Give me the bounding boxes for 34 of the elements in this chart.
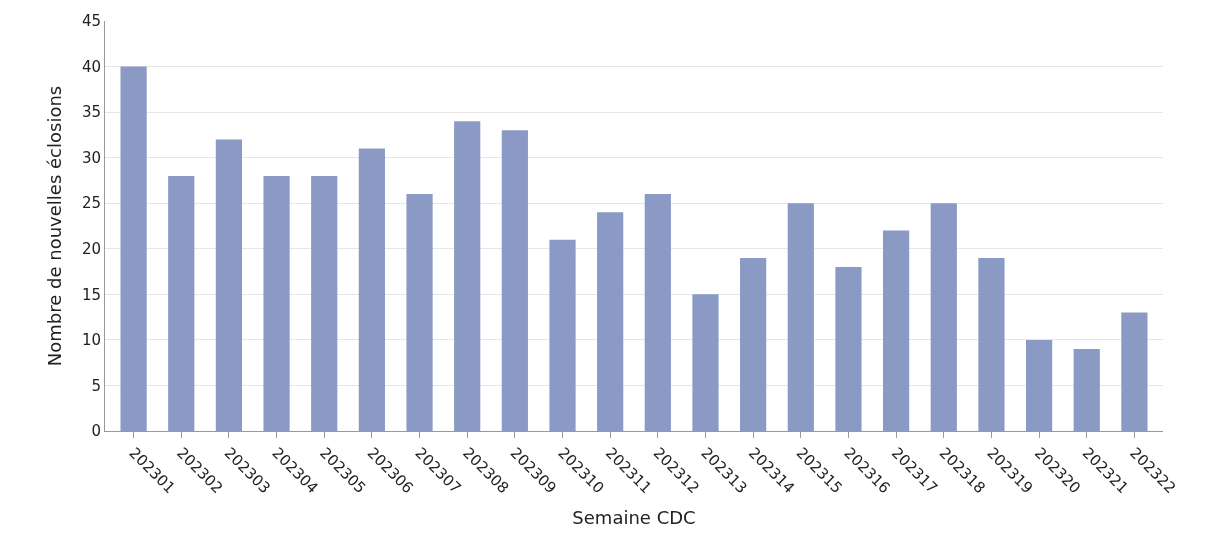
y-tick-label: 5 <box>91 376 101 395</box>
bar <box>835 267 862 431</box>
bar <box>215 139 243 431</box>
y-tick-label: 40 <box>81 57 101 76</box>
bar <box>549 239 576 431</box>
bar <box>1121 312 1148 431</box>
bar <box>644 194 671 431</box>
bar <box>883 230 910 431</box>
bar <box>740 257 767 431</box>
bar <box>120 66 147 431</box>
bar <box>263 175 290 431</box>
y-tick-label: 10 <box>81 331 101 350</box>
y-tick-label: 15 <box>81 285 101 304</box>
bar <box>692 294 719 431</box>
bar <box>1073 349 1100 431</box>
y-tick-label: 30 <box>81 148 101 167</box>
bar <box>454 121 481 431</box>
y-tick-label: 20 <box>81 240 101 259</box>
y-tick-label: 25 <box>81 194 101 213</box>
bar <box>406 194 433 431</box>
x-axis-title: Semaine CDC <box>572 507 696 529</box>
bar <box>311 175 338 431</box>
bar <box>501 130 528 431</box>
y-tick-label: 0 <box>91 422 101 441</box>
y-tick-label: 45 <box>81 12 101 31</box>
bar <box>787 203 814 431</box>
bar <box>930 203 957 431</box>
y-tick-label: 35 <box>81 103 101 122</box>
bar <box>358 148 385 431</box>
bar <box>168 175 195 431</box>
bar <box>978 257 1005 431</box>
bar <box>1025 339 1053 431</box>
bar <box>597 212 624 431</box>
y-axis-title: Nombre de nouvelles éclosions <box>44 85 66 367</box>
